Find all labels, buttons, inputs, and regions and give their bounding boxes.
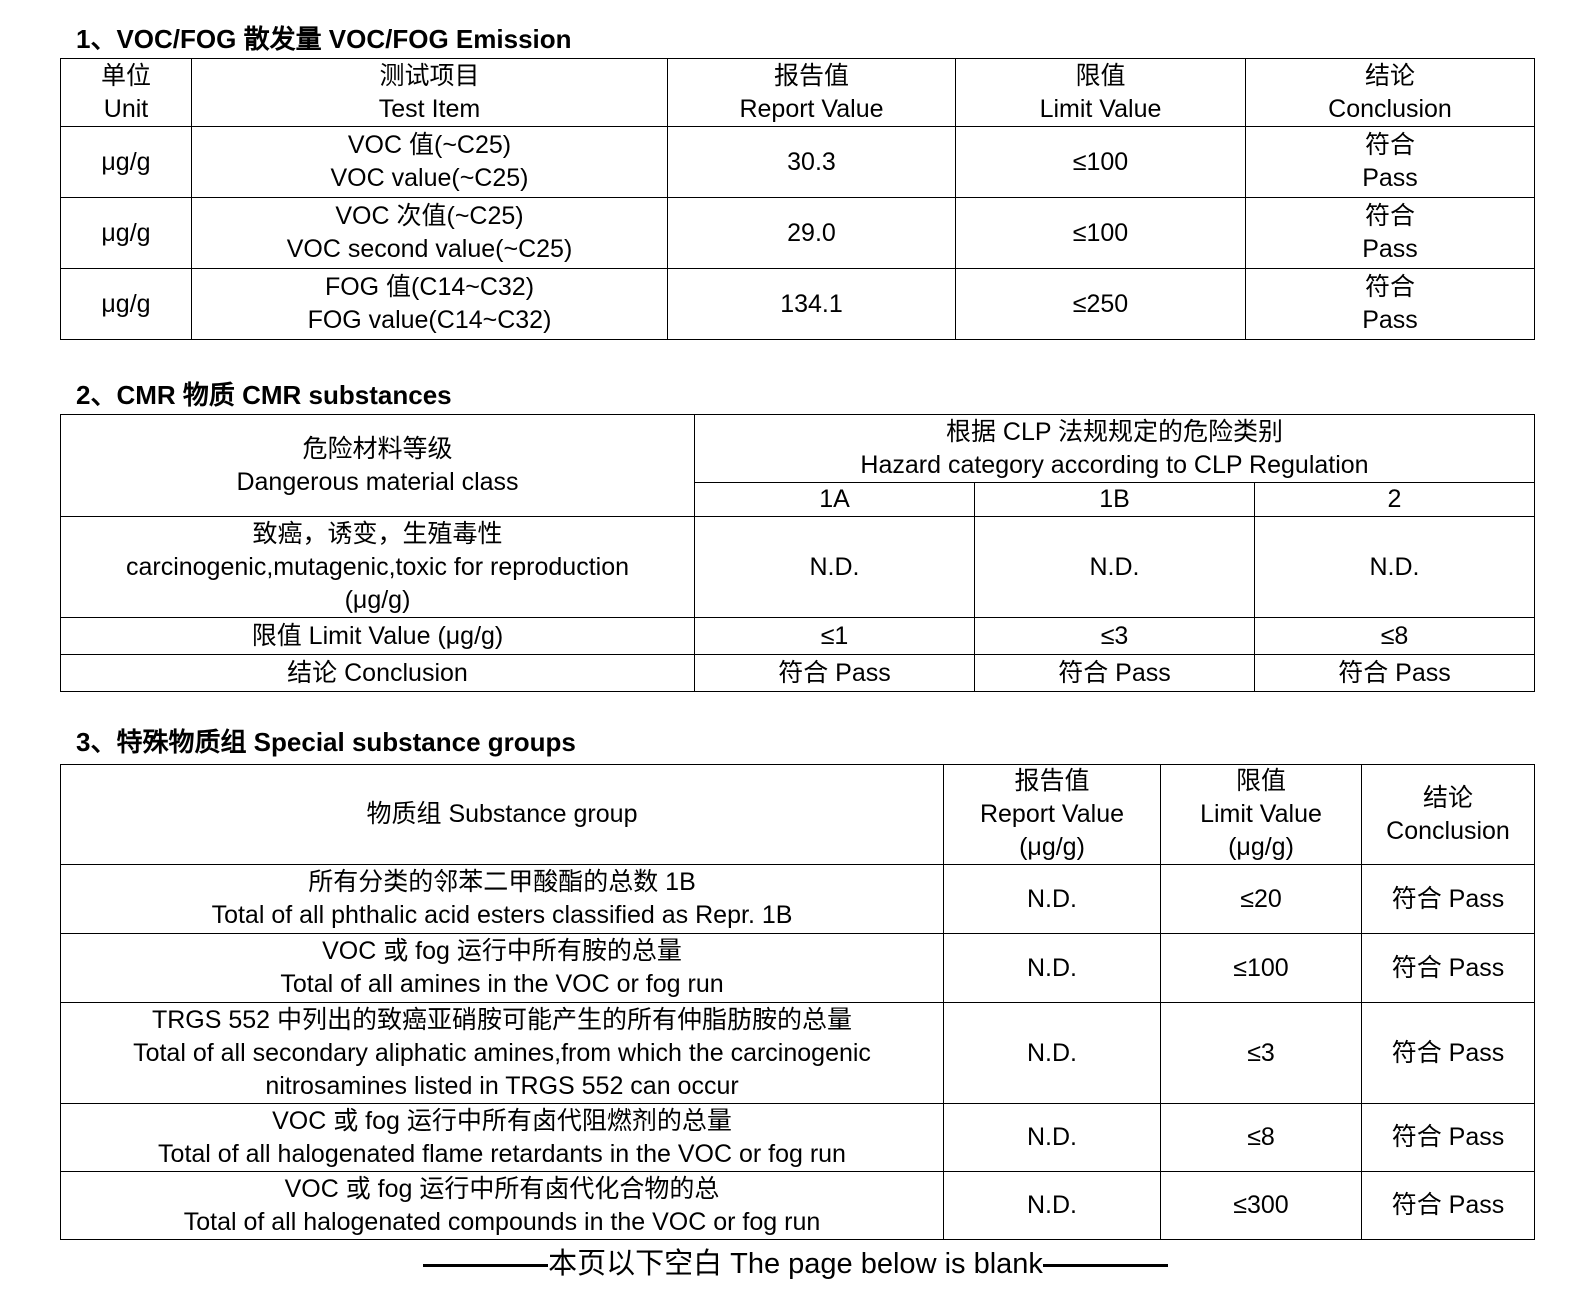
table-row: TRGS 552 中列出的致癌亚硝胺可能产生的所有仲脂肪胺的总量 Total of… xyxy=(60,1002,1535,1104)
limit-cell: ≤1 xyxy=(694,617,975,655)
conclusion-cell: 符合 Pass xyxy=(1253,654,1536,692)
special-substance-table: 物质组 Substance group 报告值 Report Value (μg/g… xyxy=(60,764,1535,1240)
voc-fog-table: 单位 Unit 测试项目 Test Item 报告值 Report Value 限值 L… xyxy=(60,58,1535,340)
report-value-cell: N.D. xyxy=(943,1171,1161,1240)
header-conclusion: 结论 Conclusion xyxy=(1361,764,1535,865)
conclusion-label: 结论 Conclusion xyxy=(60,654,695,692)
limit-value-cell: ≤3 xyxy=(1160,1002,1362,1104)
table-row: VOC 或 fog 运行中所有卤代阻燃剂的总量 Total of all halo… xyxy=(60,1103,1535,1172)
cmr-table: 危险材料等级 Dangerous material class 根据 CLP 法规… xyxy=(60,414,1536,692)
header-conclusion: 结论 Conclusion xyxy=(1245,58,1535,127)
header-limit-value: 限值 Limit Value (μg/g) xyxy=(1160,764,1362,865)
table-row: 所有分类的邻苯二甲酸酯的总数 1B Total of all phthalic a… xyxy=(60,864,1535,934)
table-header-row: 物质组 Substance group 报告值 Report Value (μg/g… xyxy=(60,764,1535,865)
table-row: 致癌，诱变，生殖毒性 carcinogenic,mutagenic,toxic f… xyxy=(60,516,1536,618)
limit-label: 限值 Limit Value (μg/g) xyxy=(60,617,695,655)
limit-value-cell: ≤20 xyxy=(1160,864,1362,934)
conclusion-cell: 符合 Pass xyxy=(1245,126,1535,198)
conclusion-cell: 符合 Pass xyxy=(974,654,1255,692)
hazard-category-header: 根据 CLP 法规规定的危险类别 Hazard category accordin… xyxy=(693,414,1536,483)
conclusion-cell: 符合 Pass xyxy=(1361,1103,1535,1172)
report-value-cell: 29.0 xyxy=(667,197,956,269)
conclusion-cell: 符合 Pass xyxy=(1361,864,1535,934)
table-row: μg/g VOC 值(~C25) VOC value(~C25) 30.3 ≤10… xyxy=(60,126,1535,198)
limit-cell: ≤3 xyxy=(974,617,1255,655)
conclusion-cell: 符合 Pass xyxy=(694,654,975,692)
table-row: 限值 Limit Value (μg/g) ≤1 ≤3 ≤8 xyxy=(60,617,1536,655)
table-row: μg/g VOC 次值(~C25) VOC second value(~C25) … xyxy=(60,197,1535,269)
divider xyxy=(423,1263,549,1267)
test-item-cell: VOC 值(~C25) VOC value(~C25) xyxy=(191,126,668,198)
table-header-row: 单位 Unit 测试项目 Test Item 报告值 Report Value 限值 L… xyxy=(60,58,1535,127)
test-item-cell: FOG 值(C14~C32) FOG value(C14~C32) xyxy=(191,268,668,340)
table-row: VOC 或 fog 运行中所有胺的总量 Total of all amines i… xyxy=(60,933,1535,1003)
value-cell: N.D. xyxy=(1253,516,1536,618)
cmr-label: 致癌，诱变，生殖毒性 carcinogenic,mutagenic,toxic f… xyxy=(60,516,695,618)
category-1a: 1A xyxy=(694,482,975,517)
limit-value-cell: ≤8 xyxy=(1160,1103,1362,1172)
section2-title: 2、CMR 物质 CMR substances xyxy=(76,380,452,410)
header-test-item: 测试项目 Test Item xyxy=(191,58,668,127)
conclusion-cell: 符合 Pass xyxy=(1245,268,1535,340)
limit-value-cell: ≤100 xyxy=(955,197,1246,269)
unit-cell: μg/g xyxy=(60,268,192,340)
page-blank-note: 本页以下空白 The page below is blank xyxy=(0,1247,1591,1281)
conclusion-cell: 符合 Pass xyxy=(1361,1002,1535,1104)
unit-cell: μg/g xyxy=(60,197,192,269)
section1-title: 1、VOC/FOG 散发量 VOC/FOG Emission xyxy=(76,24,572,54)
value-cell: N.D. xyxy=(694,516,975,618)
limit-cell: ≤8 xyxy=(1253,617,1536,655)
blank-note-text: 本页以下空白 The page below is blank xyxy=(548,1248,1043,1280)
table-row: VOC 或 fog 运行中所有卤代化合物的总 Total of all halog… xyxy=(60,1171,1535,1240)
conclusion-cell: 符合 Pass xyxy=(1245,197,1535,269)
category-2: 2 xyxy=(1253,482,1536,517)
value-cell: N.D. xyxy=(974,516,1255,618)
header-report-value: 报告值 Report Value (μg/g) xyxy=(943,764,1161,865)
dangerous-class-header: 危险材料等级 Dangerous material class xyxy=(60,414,695,517)
report-value-cell: N.D. xyxy=(943,933,1161,1003)
header-substance-group: 物质组 Substance group xyxy=(60,764,944,865)
substance-group-cell: VOC 或 fog 运行中所有卤代阻燃剂的总量 Total of all halo… xyxy=(60,1103,944,1172)
limit-value-cell: ≤100 xyxy=(1160,933,1362,1003)
table-row: μg/g FOG 值(C14~C32) FOG value(C14~C32) 13… xyxy=(60,268,1535,340)
report-value-cell: N.D. xyxy=(943,1002,1161,1104)
conclusion-cell: 符合 Pass xyxy=(1361,1171,1535,1240)
substance-group-cell: VOC 或 fog 运行中所有卤代化合物的总 Total of all halog… xyxy=(60,1171,944,1240)
limit-value-cell: ≤250 xyxy=(955,268,1246,340)
limit-value-cell: ≤100 xyxy=(955,126,1246,198)
header-limit-value: 限值 Limit Value xyxy=(955,58,1246,127)
substance-group-cell: 所有分类的邻苯二甲酸酯的总数 1B Total of all phthalic a… xyxy=(60,864,944,934)
section3-title: 3、特殊物质组 Special substance groups xyxy=(76,727,576,757)
limit-value-cell: ≤300 xyxy=(1160,1171,1362,1240)
report-value-cell: 134.1 xyxy=(667,268,956,340)
report-value-cell: N.D. xyxy=(943,864,1161,934)
divider xyxy=(1042,1263,1168,1267)
category-1b: 1B xyxy=(974,482,1255,517)
test-item-cell: VOC 次值(~C25) VOC second value(~C25) xyxy=(191,197,668,269)
conclusion-cell: 符合 Pass xyxy=(1361,933,1535,1003)
table-row: 结论 Conclusion 符合 Pass 符合 Pass 符合 Pass xyxy=(60,654,1536,692)
header-unit: 单位 Unit xyxy=(60,58,192,127)
report-value-cell: 30.3 xyxy=(667,126,956,198)
substance-group-cell: TRGS 552 中列出的致癌亚硝胺可能产生的所有仲脂肪胺的总量 Total of… xyxy=(60,1002,944,1104)
unit-cell: μg/g xyxy=(60,126,192,198)
substance-group-cell: VOC 或 fog 运行中所有胺的总量 Total of all amines i… xyxy=(60,933,944,1003)
report-value-cell: N.D. xyxy=(943,1103,1161,1172)
header-report-value: 报告值 Report Value xyxy=(667,58,956,127)
